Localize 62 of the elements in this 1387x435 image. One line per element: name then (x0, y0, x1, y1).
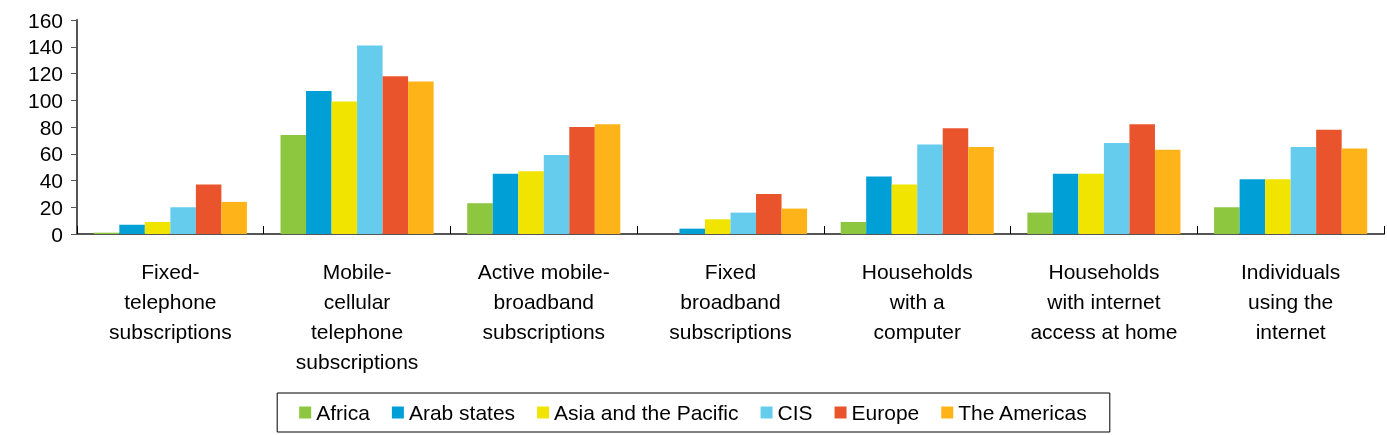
bar (704, 219, 731, 234)
bar (1027, 212, 1053, 234)
x-tick-label: Active mobile- broadband subscriptions (477, 259, 610, 343)
bar (917, 144, 943, 234)
y-tick-label: 140 (27, 35, 63, 59)
bar (569, 127, 595, 234)
y-tick-label: 0 (51, 222, 63, 246)
bar (1214, 207, 1240, 234)
bar (1290, 147, 1317, 234)
x-tick-label: Fixed broadband subscriptions (669, 259, 792, 343)
y-tick-label: 40 (39, 169, 63, 192)
y-tick-label: 100 (27, 88, 63, 112)
bar (1078, 173, 1104, 234)
bar (119, 224, 145, 234)
bar (781, 208, 808, 234)
legend-label: Asia and the Pacific (554, 401, 739, 424)
bar (594, 124, 621, 234)
legend-label: Europe (851, 401, 920, 424)
bar (1265, 179, 1291, 234)
bar (144, 221, 171, 234)
bar (679, 228, 705, 234)
bar (357, 45, 383, 234)
bar (543, 155, 570, 234)
bar (467, 203, 493, 234)
bar (1316, 129, 1342, 234)
y-tick-label: 60 (39, 142, 63, 166)
bar (280, 135, 307, 234)
x-tick-label: Fixed- telephone subscriptions (109, 259, 232, 343)
bar (891, 184, 918, 234)
bar (221, 201, 247, 234)
y-tick-label: 120 (27, 62, 63, 85)
bar (942, 128, 969, 234)
bar (1129, 124, 1155, 234)
y-tick-label: 160 (27, 8, 63, 32)
x-tick-label: Households with a computer (861, 259, 973, 343)
bar (1052, 173, 1079, 234)
legend-label: CIS (777, 401, 813, 424)
y-tick-label: 20 (39, 195, 63, 219)
bar (1341, 148, 1368, 234)
legend-label: The Americas (958, 401, 1087, 424)
bar (306, 90, 332, 234)
legend-label: Arab states (408, 401, 516, 424)
bar (518, 171, 544, 234)
bar (1103, 143, 1130, 234)
bar (968, 147, 994, 234)
bar (866, 176, 892, 234)
x-tick-label: Households with internet access at home (1030, 259, 1178, 343)
legend-label: Africa (316, 401, 371, 424)
x-tick-label: Mobile- cellular telephone subscriptions (295, 259, 419, 373)
bar (492, 173, 519, 234)
y-tick-label: 80 (39, 115, 63, 139)
bar (331, 101, 358, 234)
x-tick-label: Individuals using the internet (1241, 259, 1341, 343)
bar (1239, 179, 1266, 234)
bar (1154, 149, 1181, 234)
bar (408, 81, 434, 234)
bar (170, 207, 196, 234)
bar (730, 212, 757, 234)
bar (840, 221, 867, 234)
bar (195, 184, 222, 234)
bar (756, 193, 782, 234)
bar (382, 76, 409, 234)
